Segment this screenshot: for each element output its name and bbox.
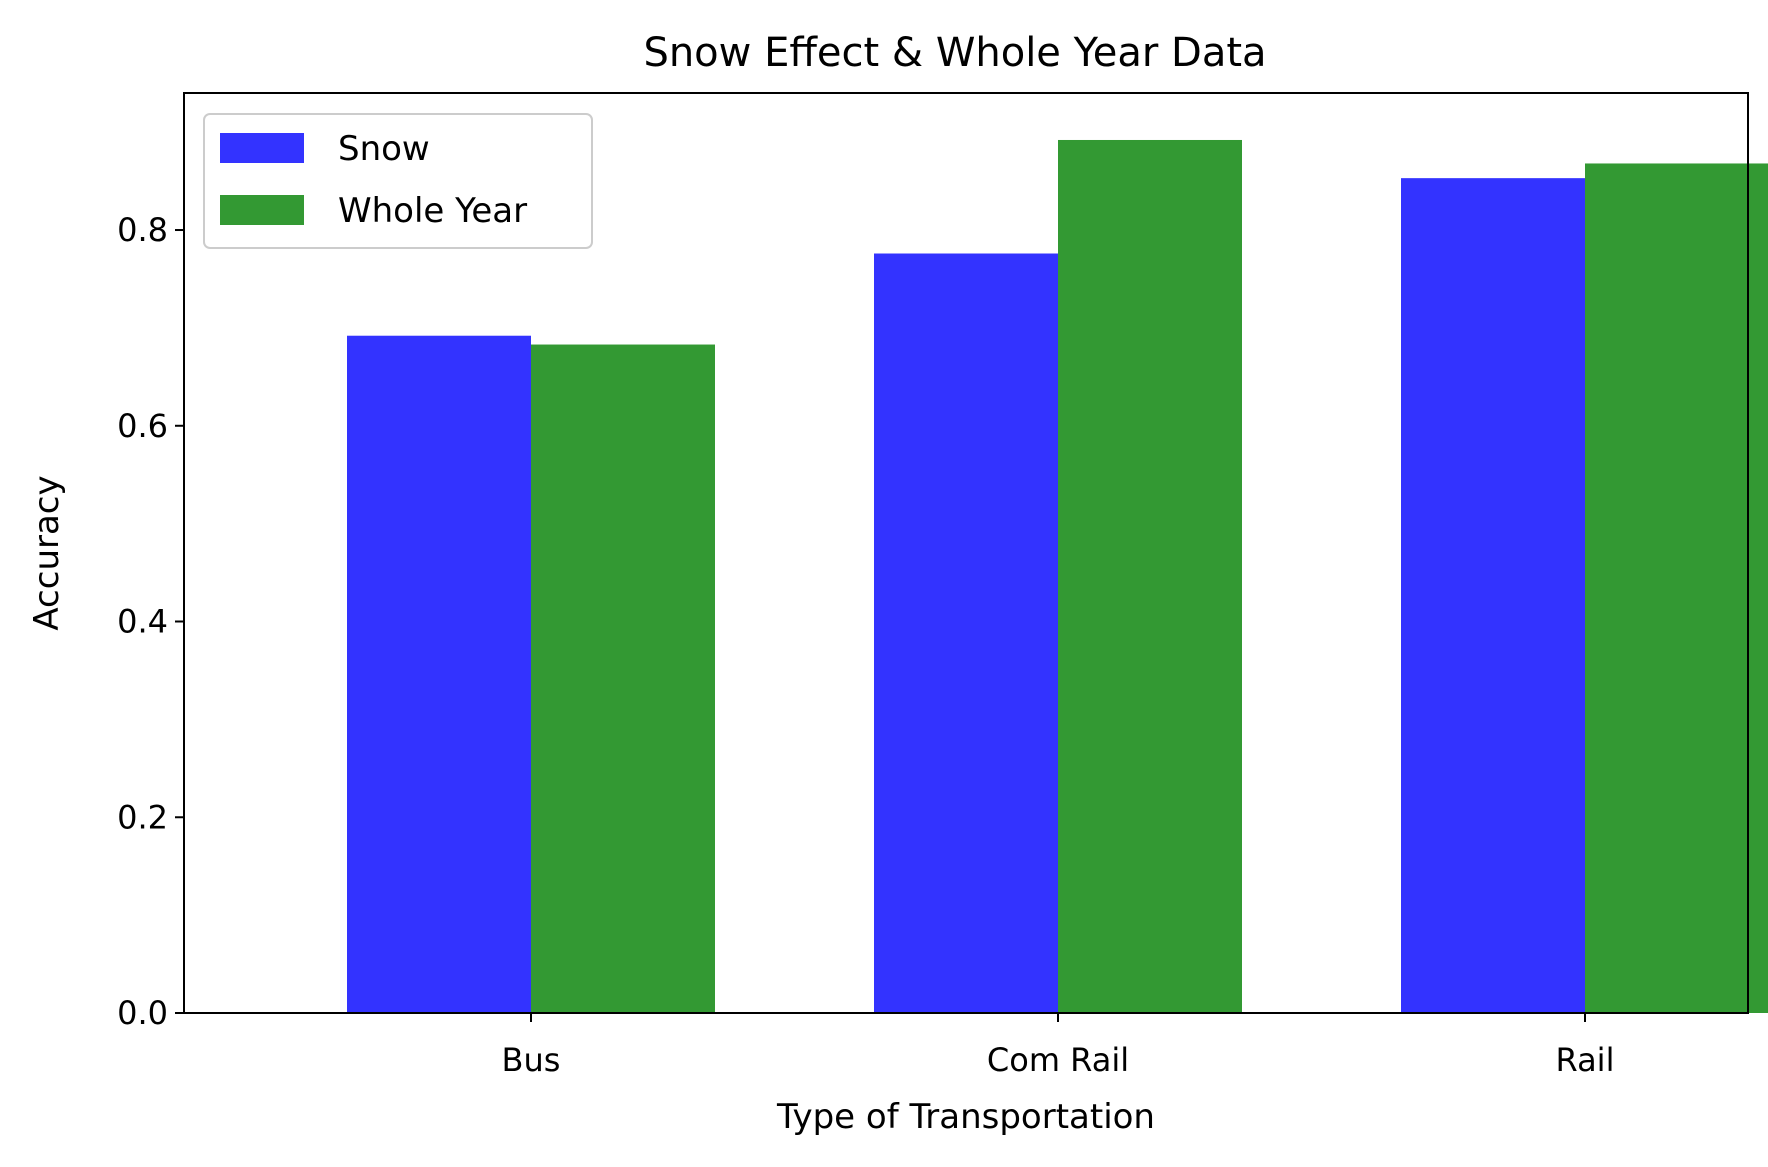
legend-swatch: [220, 195, 304, 225]
bar-whole-year-com-rail: [1058, 139, 1242, 1013]
y-axis-label: Accuracy: [27, 475, 67, 630]
bars-layer: [347, 139, 1768, 1014]
chart-title: Snow Effect & Whole Year Data: [643, 30, 1266, 76]
y-tick-label: 0.8: [117, 211, 168, 249]
bar-whole-year-rail: [1585, 163, 1768, 1013]
y-tick-label: 0.0: [117, 994, 168, 1032]
x-tick-label: Com Rail: [987, 1041, 1129, 1079]
y-tick-label: 0.4: [117, 603, 168, 641]
y-axis: 0.0 0.2 0.4 0.6 0.8: [117, 211, 184, 1032]
x-tick-label: Bus: [502, 1041, 561, 1079]
legend-swatch: [220, 133, 304, 163]
x-tick-label: Rail: [1556, 1041, 1615, 1079]
legend-label: Whole Year: [338, 191, 527, 231]
y-tick-label: 0.6: [117, 407, 168, 445]
legend-entries: Snow Whole Year: [220, 129, 527, 231]
x-axis: Bus Com Rail Rail: [502, 1013, 1615, 1079]
x-axis-label: Type of Transportation: [776, 1097, 1155, 1137]
bar-snow-bus: [347, 335, 531, 1014]
bar-snow-com-rail: [874, 253, 1058, 1014]
plot-frame: [183, 92, 1749, 1014]
legend: Snow Whole Year: [203, 113, 593, 249]
bar-whole-year-bus: [531, 344, 715, 1013]
y-tick-label: 0.2: [117, 798, 168, 836]
legend-label: Snow: [338, 129, 430, 169]
bar-snow-rail: [1401, 178, 1585, 1014]
